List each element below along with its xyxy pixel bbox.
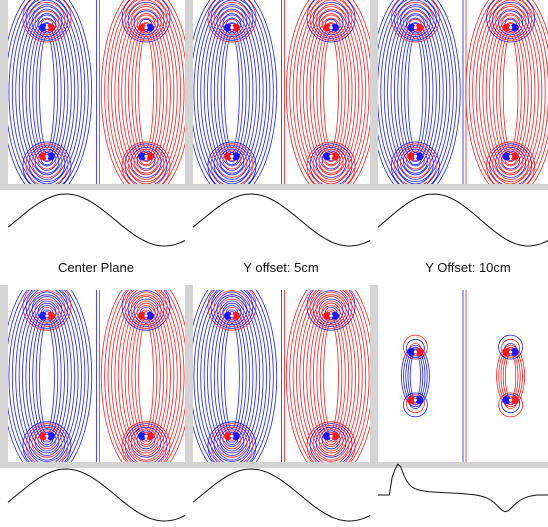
figure: Center Plane Y offset: 5cm Y Offset: 10c… <box>0 0 548 527</box>
charge-center <box>45 26 48 29</box>
separator <box>185 0 193 190</box>
panel-label: Y offset: 5cm <box>243 260 318 275</box>
separator <box>0 184 548 190</box>
contour-plot <box>2 274 191 478</box>
charge-center <box>45 155 48 158</box>
contour-plot <box>2 0 191 198</box>
contour-plot <box>187 0 376 198</box>
charge-center <box>144 26 147 29</box>
charge-center <box>45 435 48 438</box>
separator <box>0 0 8 190</box>
separator <box>0 285 8 468</box>
charge-center <box>230 435 233 438</box>
charge-center <box>414 398 417 401</box>
page: Center Plane Y offset: 5cm Y Offset: 10c… <box>0 0 548 527</box>
charge-center <box>329 155 332 158</box>
charge-center <box>329 435 332 438</box>
charge-center <box>329 314 332 317</box>
charge-center <box>45 314 48 317</box>
separator <box>370 285 378 468</box>
charge-center <box>230 155 233 158</box>
charge-center <box>509 155 512 158</box>
contour-plot <box>187 274 376 478</box>
charge-center <box>230 314 233 317</box>
charge-center <box>414 350 417 353</box>
contour-plot <box>371 0 548 198</box>
panel-label: Y Offset: 10cm <box>425 260 511 275</box>
charge-center <box>509 350 512 353</box>
charge-center <box>509 398 512 401</box>
charge-center <box>230 26 233 29</box>
charge-center <box>144 435 147 438</box>
charge-center <box>329 26 332 29</box>
charge-center <box>414 26 417 29</box>
charge-center <box>144 314 147 317</box>
separator <box>0 462 548 468</box>
separator <box>185 285 193 468</box>
panel-label: Center Plane <box>58 260 134 275</box>
contour-plot <box>378 290 548 462</box>
charge-center <box>144 155 147 158</box>
charge-center <box>509 26 512 29</box>
charge-center <box>414 155 417 158</box>
separator <box>370 0 378 190</box>
